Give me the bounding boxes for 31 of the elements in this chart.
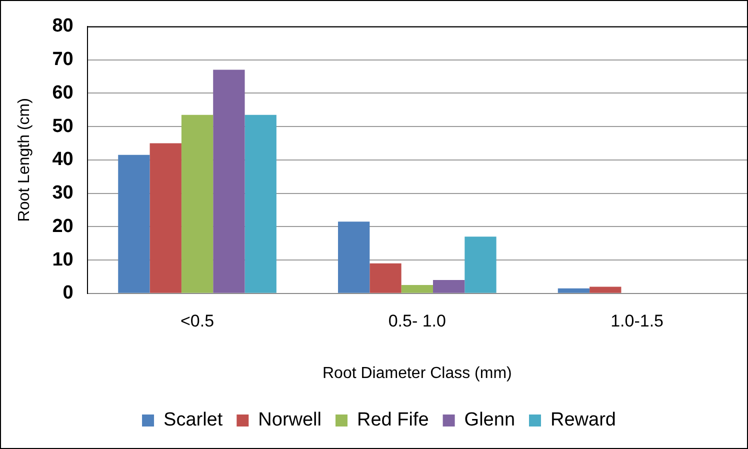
bar <box>118 154 150 293</box>
legend-label: Red Fife <box>357 410 429 431</box>
bar <box>338 222 370 293</box>
y-tick-label: 30 <box>52 182 74 204</box>
y-tick-label: 10 <box>52 249 74 270</box>
legend-label: Glenn <box>464 410 516 431</box>
bar <box>558 288 590 293</box>
bar <box>213 70 245 293</box>
y-tick-label: 20 <box>52 216 74 237</box>
bar <box>370 263 402 293</box>
y-axis-title: Root Length (cm) <box>16 98 34 222</box>
bar <box>590 286 622 293</box>
x-tick-label: <0.5 <box>180 311 214 330</box>
x-axis-title: Root Diameter Class (mm) <box>322 364 512 382</box>
bar <box>401 285 433 293</box>
bar <box>464 236 496 293</box>
y-tick-label: 40 <box>52 149 74 170</box>
legend-label: Reward <box>550 410 616 431</box>
bar <box>433 280 465 293</box>
bar <box>181 114 214 293</box>
legend-label: Scarlet <box>164 410 224 431</box>
y-tick-label: 60 <box>52 82 74 104</box>
legend-label: Norwell <box>258 410 322 431</box>
y-tick-label: 50 <box>52 116 74 137</box>
y-tick-label: 70 <box>52 49 74 70</box>
bar <box>244 114 276 293</box>
bar <box>150 143 182 293</box>
y-tick-label: 80 <box>52 16 74 37</box>
y-tick-label: 0 <box>62 282 74 304</box>
x-tick-label: 0.5- 1.0 <box>388 311 446 330</box>
x-tick-label: 1.0-1.5 <box>610 311 664 330</box>
